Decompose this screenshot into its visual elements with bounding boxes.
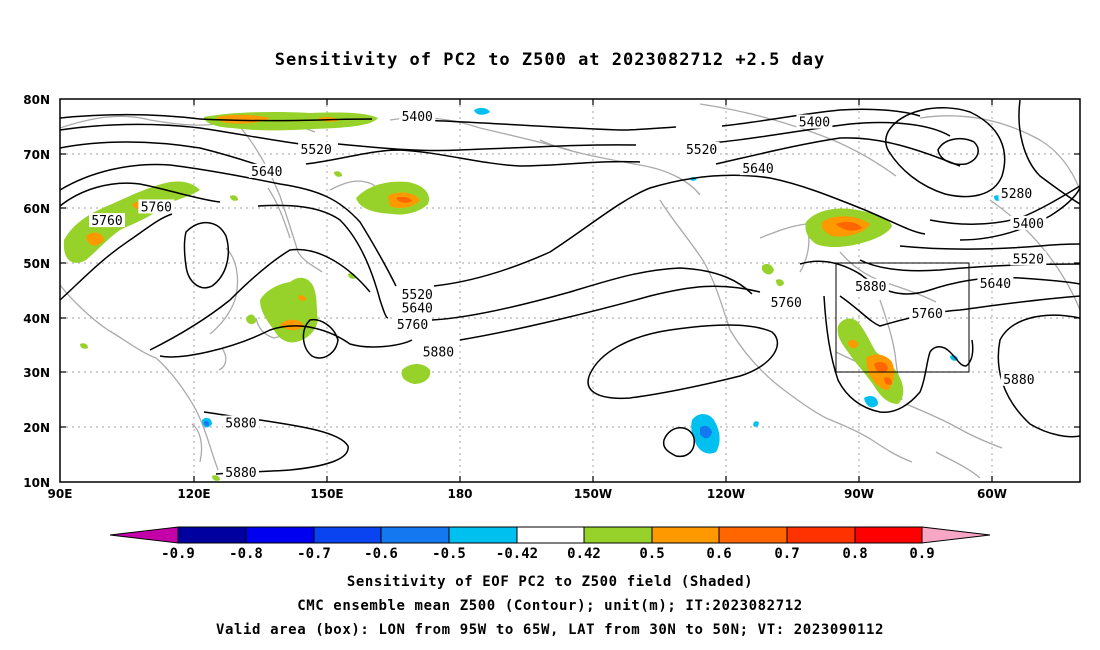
colorbar-label: -0.6: [364, 546, 398, 562]
colorbar-label: 0.8: [842, 546, 867, 562]
colorbar-swatch: [177, 526, 247, 544]
contour-label-bg: [909, 306, 946, 321]
caption-valid-area: Valid area (box): LON from 95W to 65W, L…: [215, 622, 885, 638]
lon-label: 150E: [310, 487, 343, 501]
colorbar-swatch: [651, 526, 720, 544]
colorbar-label: 0.7: [774, 546, 799, 562]
colorbar-label: -0.7: [297, 546, 331, 562]
contour-label: 5520: [686, 143, 717, 158]
lon-label: 120W: [707, 487, 745, 501]
contour-label-bg: [394, 317, 431, 332]
colorbar-under-triangle: [109, 526, 179, 544]
valid-area-box: [835, 262, 970, 373]
contour-label: 5760: [397, 318, 428, 333]
longitude-labels: 90E 120E 150E 180 150W 120W 90W 60W: [48, 487, 1007, 501]
contour-label: 5760: [771, 296, 802, 311]
axis-ticks: [60, 99, 1080, 482]
contour-label: 5640: [251, 165, 282, 180]
contour-label-bg: [998, 185, 1035, 200]
contour-label-bg: [89, 213, 126, 228]
contour-label-bg: [222, 415, 259, 430]
contour-label: 5880: [855, 280, 886, 295]
contour-label: 5520: [402, 288, 433, 303]
contour-label-bg: [399, 286, 436, 301]
lat-label: 30N: [23, 366, 50, 380]
colorbar-label: 0.9: [909, 546, 934, 562]
colorbar-label: -0.8: [229, 546, 263, 562]
colorbar-swatch: [245, 526, 315, 544]
contour-label-bg: [298, 141, 335, 156]
contour-label-bg: [248, 163, 285, 178]
lat-label: 60N: [23, 202, 50, 216]
contour-label-bg: [683, 141, 720, 156]
contour-label: 5640: [980, 277, 1011, 292]
contour-label: 5520: [301, 143, 332, 158]
lat-label: 40N: [23, 312, 50, 326]
colorbar-swatch: [380, 526, 450, 544]
contour-label-bg: [1010, 251, 1047, 266]
contour-label: 5640: [402, 302, 433, 317]
contour-label: 5880: [1003, 373, 1034, 388]
contour-label: 5640: [742, 162, 773, 177]
lat-label: 50N: [23, 257, 50, 271]
contour-label-bg: [796, 114, 833, 129]
contour-label-bg: [420, 344, 457, 359]
lat-label: 70N: [23, 148, 50, 162]
colorbar-swatch: [583, 526, 653, 544]
colorbar: [109, 526, 991, 544]
contour-label: 5760: [912, 307, 943, 322]
colorbar-label: -0.5: [432, 546, 466, 562]
contour-label-bg: [852, 278, 889, 293]
contour-label: 5280: [1001, 187, 1032, 202]
lat-label: 80N: [23, 93, 50, 107]
colorbar-label: 0.42: [567, 546, 601, 562]
contour-label-bg: [138, 199, 175, 214]
contour-label: 5400: [1013, 217, 1044, 232]
contour-label: 5880: [225, 466, 256, 481]
lon-label: 90E: [48, 487, 73, 501]
contour-label: 5760: [141, 200, 172, 215]
plot-title: Sensitivity of PC2 to Z500 at 2023082712…: [274, 50, 826, 70]
colorbar-swatch: [516, 526, 585, 544]
contour-label-bg: [1010, 215, 1047, 230]
contour-label-bg: [1000, 371, 1037, 386]
contour-label: 5880: [225, 417, 256, 432]
caption-shading: Sensitivity of EOF PC2 to Z500 field (Sh…: [346, 574, 754, 590]
lon-label: 120E: [177, 487, 210, 501]
colorbar-swatch: [786, 526, 856, 544]
map-frame: [59, 98, 1081, 483]
contour-label-bg: [399, 109, 436, 124]
colorbar-swatch: [854, 526, 923, 544]
lat-label: 20N: [23, 421, 50, 435]
colorbar-label: 0.6: [706, 546, 731, 562]
lon-label: 180: [447, 487, 472, 501]
colorbar-over-triangle: [921, 526, 991, 544]
contour-label-bg: [977, 276, 1014, 291]
contour-label: 5880: [423, 345, 454, 360]
lon-label: 90W: [844, 487, 874, 501]
contour-label-bg: [399, 300, 436, 315]
colorbar-label: 0.5: [639, 546, 664, 562]
z500-contours: [60, 99, 1080, 475]
lon-label: 60W: [977, 487, 1007, 501]
contour-label: 5520: [1013, 252, 1044, 267]
contour-label-bg: [768, 295, 805, 310]
lat-label: 10N: [23, 476, 50, 490]
colorbar-labels: -0.9 -0.8 -0.7 -0.6 -0.5 -0.42 0.42 0.5 …: [161, 546, 935, 562]
latitude-labels: 80N 70N 60N 50N 40N 30N 20N 10N: [23, 93, 50, 490]
colorbar-swatch: [718, 526, 788, 544]
caption-contour: CMC ensemble mean Z500 (Contour); unit(m…: [297, 598, 803, 614]
lon-label: 150W: [574, 487, 612, 501]
contour-label-bg: [222, 464, 259, 479]
colorbar-label: -0.9: [161, 546, 195, 562]
colorbar-swatch: [313, 526, 382, 544]
colorbar-label: -0.42: [496, 546, 538, 562]
contour-label: 5400: [799, 116, 830, 131]
contour-label: 5400: [402, 110, 433, 125]
colorbar-swatch: [448, 526, 518, 544]
contour-label: 5760: [91, 214, 122, 229]
contour-label-bg: [740, 161, 777, 176]
